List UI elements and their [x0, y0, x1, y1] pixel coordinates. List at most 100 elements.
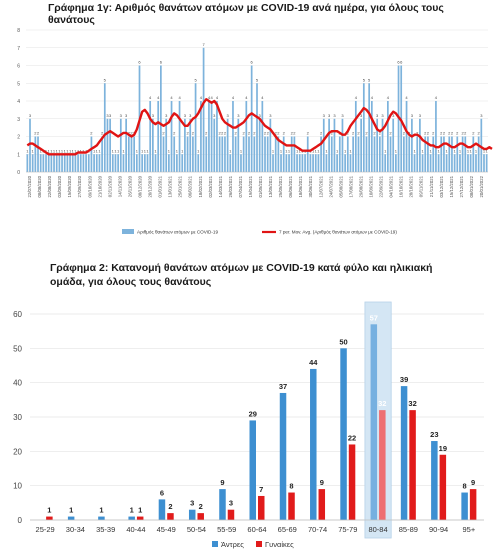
daily-death-bar — [282, 136, 285, 172]
x-tick-label: 03/09/2020 — [57, 175, 62, 197]
bar-value-label: 1 — [288, 148, 291, 153]
bar-value-label: 4 — [435, 95, 438, 100]
x-tick-label: 13/05/2021 — [268, 175, 273, 197]
men-bar — [370, 324, 378, 520]
daily-death-bar — [192, 136, 194, 172]
bar-value-label: 2 — [264, 131, 267, 136]
men-bar — [310, 368, 317, 520]
bar-value-label: 6 — [160, 60, 163, 65]
x-tick-label: 14/03/2021 — [218, 175, 223, 197]
bar-value-label: 5 — [363, 77, 366, 82]
bar-value-label: 1 — [117, 148, 120, 153]
y-tick-label: 20 — [13, 447, 22, 456]
bar-value-label: 2 — [352, 131, 355, 136]
bar-value-label: 1 — [475, 148, 478, 153]
daily-death-bar — [47, 154, 50, 172]
bar-value-label: 3 — [328, 113, 331, 118]
bar-value-label: 4 — [355, 95, 358, 100]
bar-value-label: 2 — [448, 131, 451, 136]
women-bar — [227, 509, 235, 520]
bar-value-label: 4 — [387, 95, 390, 100]
women-bar — [197, 513, 204, 520]
daily-death-bar — [480, 118, 483, 172]
bar-value-label: 2 — [472, 131, 475, 136]
bar-value-label: 1 — [141, 148, 144, 153]
daily-death-bar — [304, 154, 306, 172]
x-tick-label: 90-94 — [429, 525, 448, 534]
bar-value-label: 3 — [152, 113, 155, 118]
bar-value-label: 2 — [320, 131, 323, 136]
daily-death-bar — [168, 154, 170, 172]
bar-value-label: 1 — [384, 148, 387, 153]
x-tick-label: 35-39 — [96, 525, 115, 534]
bar-value-label: 3 — [333, 113, 336, 118]
x-tick-label: 17/08/2021 — [348, 175, 353, 197]
daily-death-bar — [226, 118, 229, 172]
daily-death-bar — [58, 154, 61, 172]
bar-value-label: 5 — [256, 77, 259, 82]
bar-value-label: 1 — [53, 148, 56, 153]
x-tick-label: 05/08/2021 — [338, 175, 343, 197]
x-tick-label: 03/12/2021 — [439, 175, 444, 197]
bar-value-label: 4 — [405, 95, 408, 100]
legend-swatch-men — [212, 541, 218, 547]
daily-death-bar — [432, 136, 435, 172]
daily-death-bar — [114, 154, 117, 172]
daily-death-bar — [154, 154, 157, 172]
moving-average-line — [26, 97, 493, 156]
bar-value-label: 1 — [69, 148, 72, 153]
bar-value-label: 3 — [213, 113, 216, 118]
daily-death-bar — [317, 154, 320, 172]
x-tick-label: 13/01/2021 — [168, 175, 173, 197]
x-tick-label: 24/07/2021 — [328, 175, 333, 197]
daily-death-bar — [237, 118, 240, 172]
daily-death-bar — [338, 136, 341, 172]
x-tick-label: 50-54 — [187, 525, 206, 534]
daily-death-bar — [333, 118, 336, 172]
daily-death-bar — [240, 154, 242, 172]
women-value-label: 2 — [199, 502, 203, 511]
x-tick-label: 15/12/2021 — [449, 175, 454, 197]
daily-death-bar — [285, 154, 288, 172]
daily-death-bar — [90, 136, 93, 172]
bar-value-label: 3 — [259, 113, 262, 118]
daily-death-bar — [34, 136, 37, 172]
bar-value-label: 3 — [323, 113, 326, 118]
bar-value-label: 1 — [144, 148, 147, 153]
daily-death-bar — [443, 136, 445, 172]
bar-value-label: 1 — [32, 148, 35, 153]
women-bar — [258, 495, 265, 520]
bar-value-label: 2 — [357, 131, 360, 136]
daily-death-bar — [250, 65, 253, 172]
y-tick-label: 50 — [13, 344, 22, 353]
daily-death-bar — [274, 136, 277, 172]
daily-death-bar — [296, 154, 298, 172]
daily-death-bar — [309, 154, 312, 172]
daily-death-bar — [181, 154, 184, 172]
daily-death-bar — [272, 154, 274, 172]
daily-death-bar — [178, 101, 181, 172]
x-tick-label: 01/05/2021 — [258, 175, 263, 197]
bar-value-label: 2 — [478, 131, 481, 136]
legend-label-women: Γυναίκες — [265, 540, 294, 549]
daily-death-bar — [378, 136, 381, 172]
daily-death-bar — [360, 118, 363, 172]
bar-value-label: 1 — [96, 148, 99, 153]
x-tick-label: 07/04/2021 — [238, 175, 243, 197]
daily-death-bar — [149, 101, 152, 172]
bar-value-label: 2 — [307, 131, 310, 136]
daily-death-bar — [189, 118, 192, 172]
bar-value-label: 1 — [136, 148, 139, 153]
bar-value-label: 1 — [40, 148, 43, 153]
men-value-label: 44 — [309, 358, 318, 367]
daily-death-bar — [245, 101, 248, 172]
daily-death-bar — [362, 83, 365, 172]
daily-death-bar — [352, 136, 354, 172]
bar-value-label: 1 — [64, 148, 67, 153]
x-tick-label: 02/03/2021 — [208, 175, 213, 197]
daily-death-bar — [483, 154, 485, 172]
x-tick-label: 09/10/2020 — [87, 175, 92, 197]
daily-death-bar — [475, 154, 477, 172]
bar-value-label: 1 — [483, 148, 486, 153]
daily-death-bar — [368, 83, 371, 172]
